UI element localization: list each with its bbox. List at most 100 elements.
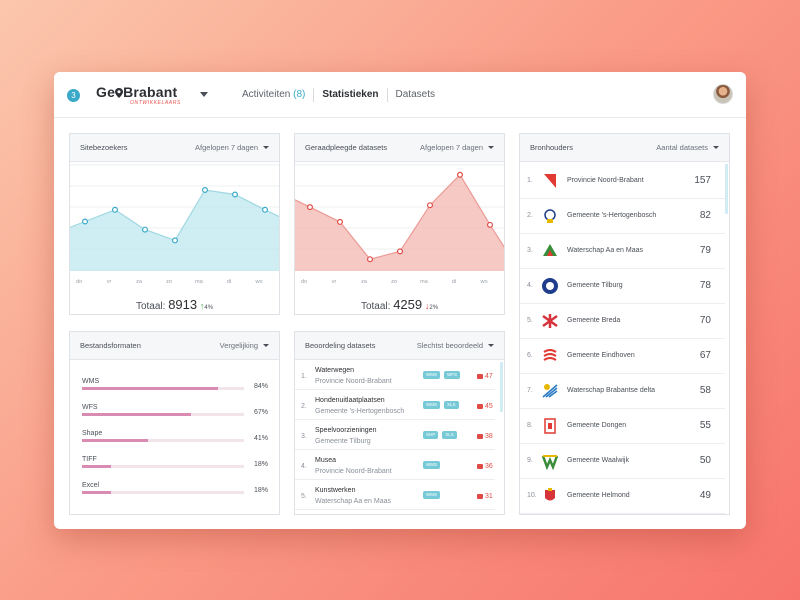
format-percentage: 84%	[254, 383, 269, 390]
owner-dataset-count: 67	[699, 350, 711, 361]
rating-row[interactable]: 5. Kunstwerken Waterschap Aa en Maas WMS 31	[295, 482, 495, 510]
owner-name: Provincie Noord-Brabant	[567, 177, 644, 184]
caret-down-icon	[488, 146, 494, 149]
formats-filter[interactable]: Vergelijking	[220, 341, 269, 350]
owner-row[interactable]: 5. Gemeente Breda 70	[520, 304, 725, 339]
data-point[interactable]	[141, 226, 148, 233]
datasets-used-total-value: 4259	[393, 297, 423, 312]
format-bar-fill	[82, 465, 112, 468]
owner-row[interactable]: 6. Gemeente Eindhoven 67	[520, 339, 725, 374]
rating-dataset-owner: Waterschap Aa en Maas	[315, 498, 392, 505]
format-percentage: 67%	[254, 409, 269, 416]
owner-row[interactable]: 2. Gemeente 's-Hertogenbosch 82	[520, 199, 725, 234]
owners-filter[interactable]: Aantal datasets	[656, 143, 719, 152]
owner-dataset-count: 55	[699, 420, 711, 431]
provincie-logo-icon	[544, 174, 556, 188]
format-tag[interactable]: WMS	[423, 371, 440, 379]
rating-dataset-owner: Provincie Noord-Brabant	[315, 378, 392, 385]
format-label: Shape	[82, 430, 103, 437]
format-tag[interactable]: XLS	[442, 431, 457, 439]
data-point[interactable]	[111, 206, 118, 213]
owner-rank: 4.	[527, 282, 533, 289]
brabantse-delta-logo-icon	[542, 384, 558, 398]
visitors-change: 4%	[204, 305, 214, 311]
data-point[interactable]	[366, 256, 373, 263]
x-tick-label: zo	[391, 279, 397, 285]
rating-rank: 3.	[301, 433, 307, 440]
waalwijk-logo-icon	[541, 455, 559, 470]
owner-row[interactable]: 4. Gemeente Tilburg 78	[520, 269, 725, 304]
owner-row[interactable]: 10. Gemeente Helmond 49	[520, 479, 725, 514]
ratings-scrollbar[interactable]	[500, 362, 503, 412]
x-tick-label: vr	[107, 279, 112, 285]
rating-row[interactable]: 4. Musea Provincie Noord-Brabant WMS 36	[295, 452, 495, 480]
data-point[interactable]	[336, 218, 343, 225]
notification-badge[interactable]: 3	[67, 89, 80, 102]
rating-row[interactable]: 3. Speelvoorzieningen Gemeente Tilburg SHP X…	[295, 422, 495, 450]
data-point[interactable]	[396, 248, 403, 255]
tab-datasets[interactable]: Datasets	[395, 89, 435, 100]
owner-row[interactable]: 9. Gemeente Waalwijk 50	[520, 444, 725, 479]
owner-rank: 2.	[527, 212, 533, 219]
ratings-filter[interactable]: Slechtst beoordeeld	[417, 341, 494, 350]
data-point[interactable]	[427, 202, 434, 209]
format-percentage: 41%	[254, 435, 269, 442]
format-tag[interactable]: XLS	[444, 401, 459, 409]
breda-logo-icon	[542, 314, 558, 328]
data-point[interactable]	[171, 237, 178, 244]
main-nav: Activiteiten (8) Statistieken Datasets	[234, 72, 443, 118]
format-tag[interactable]: SHP	[423, 431, 439, 439]
data-point[interactable]	[457, 171, 464, 178]
tilburg-logo-icon	[542, 278, 558, 294]
den-bosch-logo-icon	[544, 209, 556, 223]
owner-row[interactable]: 1. Provincie Noord-Brabant 157	[520, 164, 725, 199]
rating-rank: 1.	[301, 373, 307, 380]
format-row: WMS 84%	[82, 378, 279, 398]
data-point[interactable]	[262, 206, 269, 213]
avatar[interactable]	[713, 84, 733, 104]
data-point[interactable]	[232, 191, 239, 198]
aa-en-maas-logo-icon	[543, 244, 557, 256]
format-bar-track	[82, 465, 244, 468]
datasets-used-filter[interactable]: Afgelopen 7 dagen	[420, 143, 494, 152]
formats-title: Bestandsformaten	[80, 341, 141, 350]
tab-statistieken[interactable]: Statistieken	[322, 89, 379, 100]
data-point[interactable]	[202, 187, 209, 194]
owners-title: Bronhouders	[530, 143, 573, 152]
format-bar-fill	[82, 387, 219, 390]
owner-row[interactable]: 8. Gemeente Dongen 55	[520, 409, 725, 444]
logo[interactable]: Ge Brabant	[96, 84, 177, 100]
data-point[interactable]	[487, 221, 494, 228]
owner-row[interactable]: 3. Waterschap Aa en Maas 79	[520, 234, 725, 269]
x-tick-label: wo	[479, 279, 487, 285]
rating-score: 31	[477, 493, 493, 500]
rating-row[interactable]: 2. Hondenuitlaatplaatsen Gemeente 's-Herto…	[295, 392, 495, 420]
formats-filter-label: Vergelijking	[219, 341, 258, 350]
owners-scrollbar[interactable]	[725, 164, 728, 214]
owner-name: Gemeente Waalwijk	[567, 457, 629, 464]
data-point[interactable]	[307, 204, 314, 211]
tab-activiteiten[interactable]: Activiteiten (8)	[234, 87, 313, 103]
owner-row[interactable]: 7. Waterschap Brabantse delta 58	[520, 374, 725, 409]
format-tag[interactable]: WMS	[423, 491, 440, 499]
visitors-filter[interactable]: Afgelopen 7 dagen	[195, 143, 269, 152]
format-tag[interactable]: WMS	[423, 401, 440, 409]
ratings-filter-label: Slechtst beoordeeld	[416, 341, 483, 350]
format-tag[interactable]: WFS	[444, 371, 460, 379]
thumbs-down-icon	[477, 404, 483, 409]
logo-subtitle: ONTWIKKELAARS	[130, 100, 181, 106]
owner-dataset-count: 49	[699, 490, 711, 501]
rating-score-value: 36	[485, 463, 493, 470]
rating-row[interactable]: 1. Waterwegen Provincie Noord-Brabant WMS WF…	[295, 362, 495, 390]
top-bar: 3 Ge Brabant ONTWIKKELAARS Activiteiten (…	[54, 72, 746, 118]
chevron-down-icon[interactable]	[200, 92, 208, 97]
format-percentage: 18%	[254, 461, 269, 468]
owner-dataset-count: 70	[699, 315, 711, 326]
data-point[interactable]	[82, 218, 89, 225]
format-label: Excel	[82, 482, 100, 489]
format-tag[interactable]: WMS	[423, 461, 440, 469]
visitors-chart: do vr za zo ma di wo	[70, 164, 279, 285]
owners-card: Bronhouders Aantal datasets 1. Provincie …	[519, 133, 730, 515]
series-area	[295, 174, 504, 271]
owners-card-header: Bronhouders Aantal datasets	[520, 134, 729, 162]
